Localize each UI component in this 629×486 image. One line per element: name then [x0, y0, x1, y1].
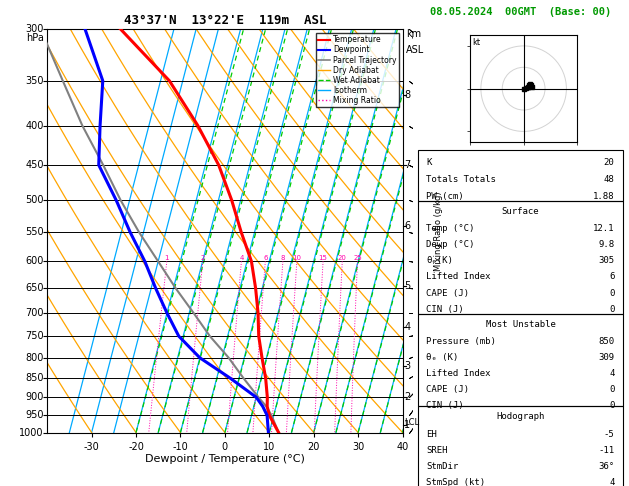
- Text: 700: 700: [25, 308, 43, 318]
- Text: 4: 4: [609, 369, 615, 378]
- Text: 4: 4: [404, 322, 411, 332]
- Text: 5: 5: [404, 280, 411, 291]
- Text: CIN (J): CIN (J): [426, 401, 464, 411]
- Text: km: km: [406, 29, 421, 39]
- Text: hPa: hPa: [26, 33, 44, 43]
- Legend: Temperature, Dewpoint, Parcel Trajectory, Dry Adiabat, Wet Adiabat, Isotherm, Mi: Temperature, Dewpoint, Parcel Trajectory…: [316, 33, 399, 107]
- Text: 3: 3: [404, 361, 411, 371]
- Text: -5: -5: [604, 430, 615, 439]
- Text: Mixing Ratio (g/kg): Mixing Ratio (g/kg): [433, 191, 443, 271]
- Text: 750: 750: [25, 331, 43, 341]
- Text: 0: 0: [609, 289, 615, 297]
- Text: 350: 350: [25, 76, 43, 86]
- Text: 4: 4: [609, 478, 615, 486]
- Text: 48: 48: [604, 175, 615, 184]
- Text: 2: 2: [404, 392, 411, 402]
- Text: Lifted Index: Lifted Index: [426, 369, 491, 378]
- Text: 650: 650: [25, 283, 43, 293]
- Text: CIN (J): CIN (J): [426, 305, 464, 313]
- Bar: [418, 150, 623, 201]
- Text: 850: 850: [25, 373, 43, 383]
- Text: 6: 6: [609, 272, 615, 281]
- Text: 6: 6: [404, 221, 411, 231]
- Text: Totals Totals: Totals Totals: [426, 175, 496, 184]
- Text: 10: 10: [292, 255, 301, 261]
- Text: -11: -11: [598, 446, 615, 455]
- Text: 450: 450: [25, 160, 43, 170]
- Bar: [418, 313, 623, 406]
- Text: 305: 305: [598, 256, 615, 265]
- Text: Most Unstable: Most Unstable: [486, 320, 555, 329]
- Text: StmSpd (kt): StmSpd (kt): [426, 478, 486, 486]
- Text: 20: 20: [338, 255, 347, 261]
- Text: 2: 2: [201, 255, 205, 261]
- Text: Pressure (mb): Pressure (mb): [426, 337, 496, 346]
- Title: 43°37'N  13°22'E  119m  ASL: 43°37'N 13°22'E 119m ASL: [124, 14, 326, 27]
- Text: 1: 1: [165, 255, 169, 261]
- Text: θₑ (K): θₑ (K): [426, 353, 459, 362]
- Text: 0: 0: [609, 305, 615, 313]
- Text: StmDir: StmDir: [426, 462, 459, 471]
- Text: PW (cm): PW (cm): [426, 192, 464, 201]
- Text: 1: 1: [404, 420, 411, 430]
- Text: 900: 900: [25, 392, 43, 402]
- Text: Temp (°C): Temp (°C): [426, 224, 475, 233]
- Text: 850: 850: [598, 337, 615, 346]
- Text: 550: 550: [25, 227, 43, 237]
- Text: 0: 0: [609, 401, 615, 411]
- Text: LCL: LCL: [404, 418, 420, 427]
- Text: 7: 7: [404, 160, 411, 170]
- Text: K: K: [426, 158, 432, 167]
- Text: CAPE (J): CAPE (J): [426, 289, 469, 297]
- Text: 8: 8: [281, 255, 285, 261]
- Text: 300: 300: [25, 24, 43, 34]
- Text: 20: 20: [604, 158, 615, 167]
- Text: 08.05.2024  00GMT  (Base: 00): 08.05.2024 00GMT (Base: 00): [430, 7, 611, 17]
- Text: EH: EH: [426, 430, 437, 439]
- Text: 25: 25: [353, 255, 362, 261]
- X-axis label: Dewpoint / Temperature (°C): Dewpoint / Temperature (°C): [145, 454, 305, 464]
- Text: 8: 8: [404, 90, 411, 100]
- Text: Surface: Surface: [502, 207, 539, 216]
- Text: CAPE (J): CAPE (J): [426, 385, 469, 394]
- Text: kt: kt: [472, 38, 481, 48]
- Text: 500: 500: [25, 195, 43, 205]
- Bar: [418, 201, 623, 313]
- Text: 309: 309: [598, 353, 615, 362]
- Text: 950: 950: [25, 410, 43, 420]
- Text: 1.88: 1.88: [593, 192, 615, 201]
- Text: 800: 800: [25, 353, 43, 363]
- Text: SREH: SREH: [426, 446, 448, 455]
- Text: 9.8: 9.8: [598, 240, 615, 249]
- Text: 400: 400: [25, 121, 43, 131]
- Text: Hodograph: Hodograph: [496, 412, 545, 421]
- Text: 0: 0: [609, 385, 615, 394]
- Text: 36°: 36°: [598, 462, 615, 471]
- Text: 6: 6: [263, 255, 267, 261]
- Text: θₑ(K): θₑ(K): [426, 256, 454, 265]
- Text: 1000: 1000: [19, 428, 43, 437]
- Bar: [418, 406, 623, 486]
- Text: Lifted Index: Lifted Index: [426, 272, 491, 281]
- Text: Dewp (°C): Dewp (°C): [426, 240, 475, 249]
- Text: ASL: ASL: [406, 45, 425, 55]
- Text: 12.1: 12.1: [593, 224, 615, 233]
- Text: 4: 4: [239, 255, 243, 261]
- Text: 600: 600: [25, 257, 43, 266]
- Text: 15: 15: [319, 255, 328, 261]
